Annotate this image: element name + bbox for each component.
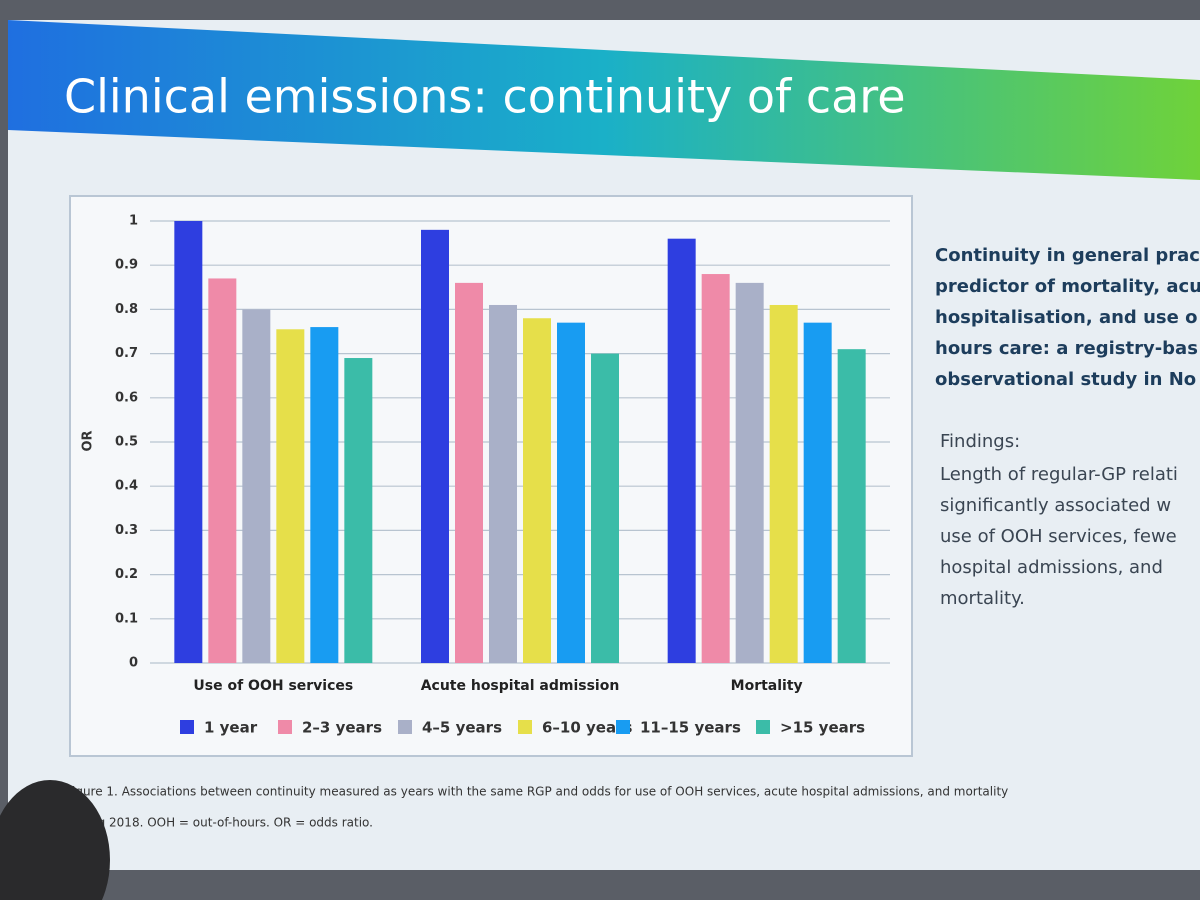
paper-title-line: predictor of mortality, acu: [935, 276, 1200, 297]
bar: [489, 304, 517, 663]
findings-heading: Findings:: [940, 431, 1020, 452]
bar: [310, 327, 339, 663]
legend-label: 6–10 years: [542, 719, 633, 737]
bar: [701, 274, 730, 663]
y-tick-label: 0.8: [115, 302, 138, 317]
y-tick-label: 0: [129, 656, 138, 671]
y-tick-label: 0.4: [115, 479, 138, 494]
legend-swatch: [518, 720, 532, 734]
x-tick-label: Use of OOH services: [193, 678, 353, 694]
findings-line: hospital admissions, and: [940, 557, 1163, 578]
bar: [523, 318, 551, 663]
legend-swatch: [398, 720, 412, 734]
findings-line: significantly associated w: [940, 495, 1171, 516]
bar: [455, 282, 483, 663]
findings-line: Length of regular-GP relati: [940, 464, 1178, 485]
bar: [174, 221, 203, 663]
paper-title-line: Continuity in general prac: [935, 245, 1200, 266]
x-tick-label: Acute hospital admission: [421, 678, 620, 694]
legend-swatch: [278, 720, 292, 734]
bar: [837, 349, 866, 663]
audience-head: [0, 780, 110, 900]
bar: [208, 278, 237, 663]
bar: [557, 322, 585, 663]
legend-label: >15 years: [780, 719, 865, 737]
legend-swatch: [756, 720, 770, 734]
bar: [591, 353, 619, 663]
slide-title: Clinical emissions: continuity of care: [64, 70, 906, 124]
findings-line: mortality.: [940, 588, 1025, 609]
paper-title-line: hours care: a registry-bas: [935, 338, 1198, 359]
caption-line: igure 1. Associations between continuity…: [72, 785, 1008, 799]
legend-label: 1 year: [204, 719, 258, 737]
paper-title-line: hospitalisation, and use o: [935, 307, 1197, 328]
bar: [667, 238, 696, 663]
slide-header: [8, 20, 1200, 180]
y-tick-label: 0.3: [115, 523, 138, 538]
y-tick-label: 0.6: [115, 390, 138, 405]
legend-label: 2–3 years: [302, 719, 382, 737]
y-tick-label: 0.1: [115, 611, 138, 626]
legend-label: 11–15 years: [640, 719, 741, 737]
x-tick-label: Mortality: [731, 678, 803, 694]
paper-title-line: observational study in No: [935, 369, 1196, 390]
y-tick-label: 0.9: [115, 258, 138, 273]
bar: [242, 309, 271, 663]
legend-swatch: [180, 720, 194, 734]
bar: [803, 322, 832, 663]
bar: [735, 282, 764, 663]
bar: [421, 229, 449, 663]
y-tick-label: 1: [129, 214, 138, 229]
caption-line: ng 2018. OOH = out-of-hours. OR = odds r…: [90, 816, 373, 830]
legend-swatch: [616, 720, 630, 734]
bar: [769, 304, 798, 663]
y-axis-label: OR: [81, 430, 96, 451]
y-tick-label: 0.2: [115, 567, 138, 582]
legend-label: 4–5 years: [422, 719, 502, 737]
y-tick-label: 0.7: [115, 346, 138, 361]
bar: [276, 329, 305, 663]
chart: 0 0.1 0.2 0.3 0.4 0.5 0.6 0.7 0.8 0.9 1 Use of OOH …: [115, 214, 890, 737]
bar: [344, 358, 373, 663]
side-text: Continuity in general prac predictor of m…: [72, 245, 1200, 830]
findings-line: use of OOH services, fewe: [940, 526, 1177, 547]
y-tick-label: 0.5: [115, 435, 138, 450]
